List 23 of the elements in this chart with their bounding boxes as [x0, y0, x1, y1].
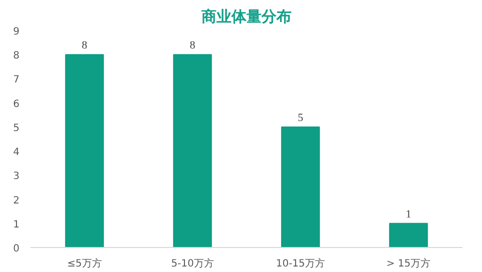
- data-label: 8: [82, 40, 88, 52]
- y-tick-label: 1: [13, 219, 20, 230]
- x-tick-label: ≤5万方: [67, 258, 102, 270]
- data-label: 8: [190, 40, 196, 52]
- y-tick-label: 8: [13, 50, 20, 62]
- x-tick-label: 10-15万方: [276, 258, 326, 270]
- bar: [65, 54, 104, 248]
- bar: [281, 126, 320, 248]
- y-tick-label: 5: [13, 122, 20, 134]
- x-tick-label: > 15万方: [386, 258, 431, 270]
- y-tick-label: 6: [13, 98, 20, 110]
- y-tick-label: 2: [13, 195, 20, 206]
- y-tick-label: 4: [13, 147, 20, 158]
- bar: [389, 222, 428, 248]
- chart-title: 商业体量分布: [200, 8, 292, 26]
- y-tick-label: 0: [13, 244, 20, 254]
- x-tick-label: 5-10万方: [171, 258, 214, 270]
- data-label: 5: [298, 112, 304, 124]
- bar: [173, 54, 212, 248]
- data-label: 1: [406, 208, 412, 220]
- y-tick-label: 3: [13, 171, 20, 182]
- y-tick-label: 7: [13, 74, 20, 86]
- y-tick-label: 9: [13, 26, 20, 38]
